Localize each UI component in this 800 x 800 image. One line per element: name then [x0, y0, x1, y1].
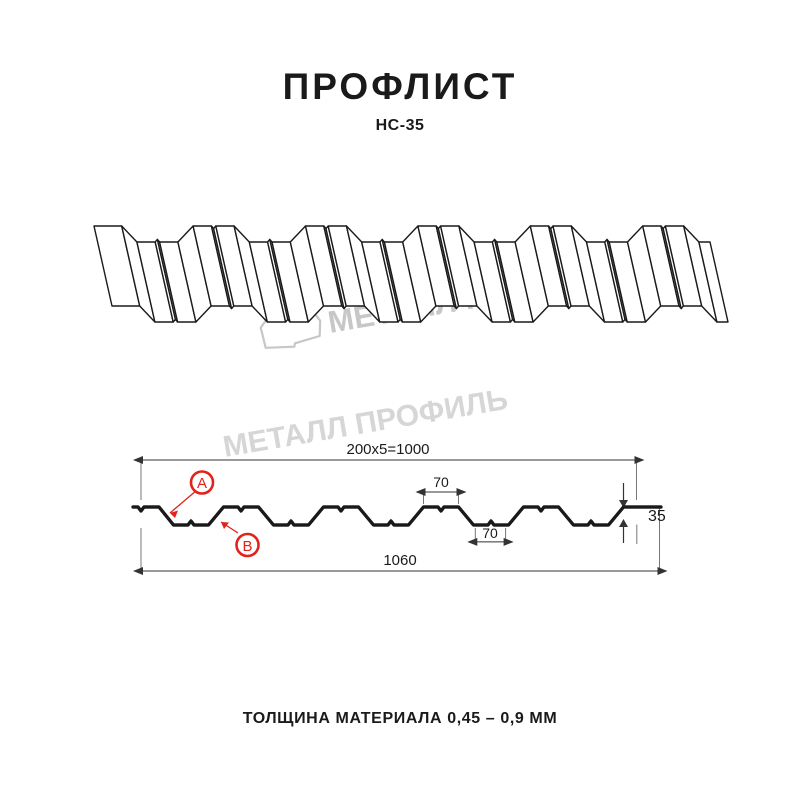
svg-text:70: 70 [433, 474, 449, 490]
svg-text:200x5=1000: 200x5=1000 [347, 441, 430, 458]
svg-text:1060: 1060 [383, 552, 416, 569]
svg-text:B: B [242, 538, 252, 555]
svg-text:70: 70 [482, 525, 498, 541]
svg-text:A: A [197, 475, 207, 492]
svg-text:35: 35 [648, 508, 666, 525]
